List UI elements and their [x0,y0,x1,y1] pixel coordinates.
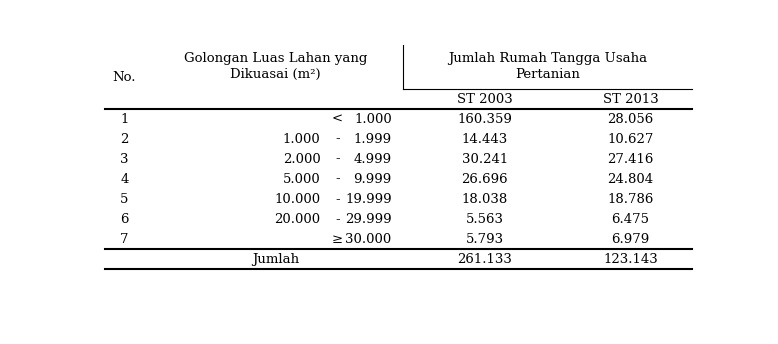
Text: 6.979: 6.979 [612,233,650,246]
Text: ST 2013: ST 2013 [603,93,658,106]
Text: 24.804: 24.804 [608,173,654,186]
Text: ST 2003: ST 2003 [457,93,513,106]
Text: 2: 2 [120,132,128,146]
Text: 4: 4 [120,173,128,186]
Text: 123.143: 123.143 [603,253,658,266]
Text: 1.999: 1.999 [354,132,392,146]
Text: 26.696: 26.696 [461,173,508,186]
Text: 14.443: 14.443 [461,132,508,146]
Text: -: - [335,173,340,186]
Text: Dikuasai (m²): Dikuasai (m²) [230,68,321,81]
Text: 6.475: 6.475 [612,213,650,226]
Text: -: - [335,153,340,165]
Text: 10.000: 10.000 [275,193,321,206]
Text: 10.627: 10.627 [608,132,654,146]
Text: 20.000: 20.000 [275,213,321,226]
Text: Pertanian: Pertanian [516,68,580,81]
Text: 30.000: 30.000 [345,233,392,246]
Text: Jumlah: Jumlah [252,253,299,266]
Text: -: - [335,193,340,206]
Text: 27.416: 27.416 [608,153,654,165]
Text: 18.038: 18.038 [461,193,508,206]
Text: 28.056: 28.056 [608,112,654,126]
Text: <: < [332,112,343,126]
Text: No.: No. [113,71,136,84]
Text: 19.999: 19.999 [345,193,392,206]
Text: 18.786: 18.786 [608,193,654,206]
Text: 261.133: 261.133 [457,253,512,266]
Text: 5: 5 [120,193,128,206]
Text: 1.000: 1.000 [282,132,321,146]
Text: 29.999: 29.999 [345,213,392,226]
Text: 1.000: 1.000 [354,112,392,126]
Text: Golongan Luas Lahan yang: Golongan Luas Lahan yang [184,53,367,65]
Text: 3: 3 [120,153,128,165]
Text: -: - [335,213,340,226]
Text: 30.241: 30.241 [461,153,508,165]
Text: 6: 6 [120,213,128,226]
Text: Jumlah Rumah Tangga Usaha: Jumlah Rumah Tangga Usaha [448,53,647,65]
Text: 4.999: 4.999 [354,153,392,165]
Text: 160.359: 160.359 [457,112,512,126]
Text: ≥: ≥ [332,233,343,246]
Text: 5.000: 5.000 [282,173,321,186]
Text: 5.563: 5.563 [466,213,503,226]
Text: 9.999: 9.999 [353,173,392,186]
Text: 5.793: 5.793 [466,233,504,246]
Text: -: - [335,132,340,146]
Text: 1: 1 [120,112,128,126]
Text: 7: 7 [120,233,128,246]
Text: 2.000: 2.000 [282,153,321,165]
